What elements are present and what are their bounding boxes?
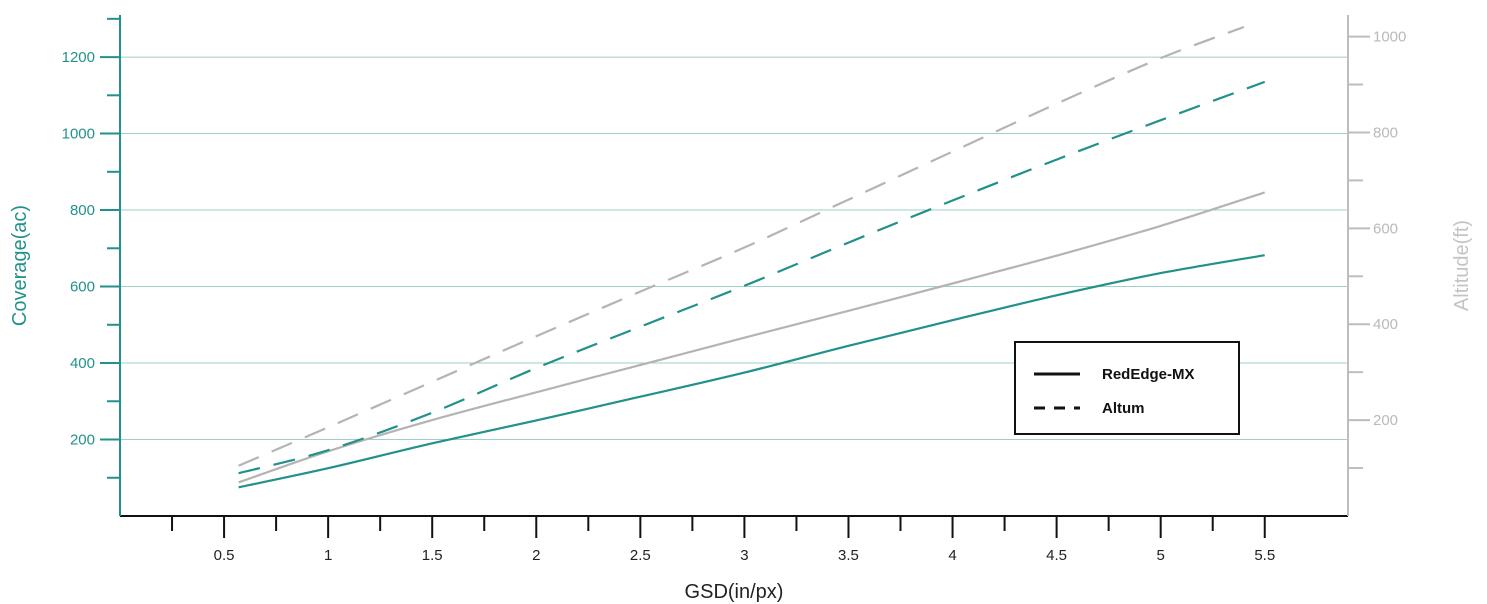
series-lines [238,25,1266,489]
rededge-mx-altitude-line [238,191,1266,484]
y-right-tick-label: 1000 [1373,29,1406,46]
x-tick-label: 1 [324,547,332,564]
y-left-tick-label: 400 [70,355,95,372]
x-tick-label: 2 [532,547,540,564]
y-left-tick-label: 600 [70,279,95,296]
x-tick-label: 1.5 [422,547,443,564]
axes [119,15,1349,517]
y-right-tick-label: 800 [1373,124,1398,141]
x-axis-title: GSD(in/px) [685,581,784,603]
x-tick-label: 3 [740,547,748,564]
legend-label-rededge: RedEdge-MX [1102,366,1195,383]
altum-coverage-line [238,80,1266,475]
x-tick-label: 3.5 [838,547,859,564]
x-tick-label: 4 [948,547,956,564]
ticks: 0.5 1 1.5 2 2.5 3 3.5 4 4.5 5 5.5 200 400 600 800 1000 1… [62,17,1406,564]
x-tick-label: 4.5 [1046,547,1067,564]
legend-label-altum: Altum [1102,400,1145,417]
x-tick-label: 0.5 [214,547,235,564]
legend-box [1014,341,1240,435]
x-tick-label: 5.5 [1254,547,1275,564]
y-left-tick-label: 200 [70,432,95,449]
x-tick-label: 5 [1157,547,1165,564]
altum-altitude-line [238,25,1245,467]
grid [120,56,1348,441]
y-left-axis-title: Coverage(ac) [9,205,31,326]
y-left-tick-label: 800 [70,202,95,219]
y-right-tick-label: 200 [1373,412,1398,429]
y-left-tick-label: 1000 [62,126,95,143]
rededge-mx-coverage-line [238,254,1265,489]
y-right-tick-label: 600 [1373,220,1398,237]
x-tick-label: 2.5 [630,547,651,564]
legend: RedEdge-MX Altum [1014,341,1240,435]
y-right-axis-title: Altitude(ft) [1451,220,1473,311]
y-right-tick-label: 400 [1373,316,1398,333]
y-left-tick-label: 1200 [62,49,95,66]
